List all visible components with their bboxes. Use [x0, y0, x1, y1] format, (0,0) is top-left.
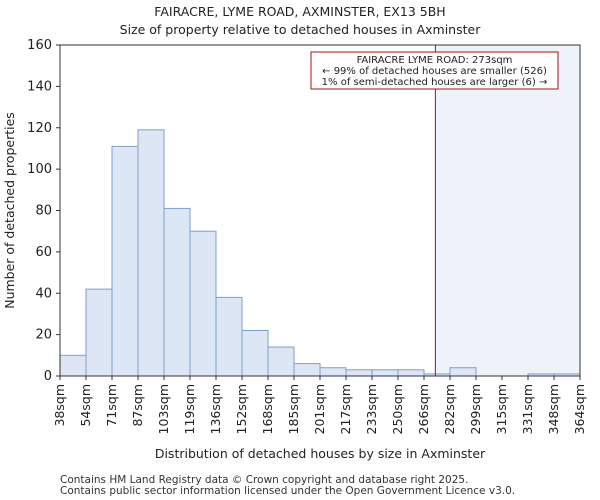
bar-87sqm — [137, 129, 165, 377]
x-tick-label: 168sqm — [260, 384, 275, 434]
x-tick-label: 364sqm — [572, 384, 587, 434]
y-tick-label: 160 — [27, 38, 52, 53]
bar-250sqm — [397, 369, 425, 377]
x-tick-label: 38sqm — [52, 384, 67, 427]
bar-119sqm — [189, 230, 217, 377]
bar-233sqm — [371, 369, 399, 377]
highlight-region — [435, 45, 580, 376]
y-tick-label: 60 — [35, 245, 52, 260]
annotation-line: ← 99% of detached houses are smaller (52… — [322, 66, 547, 77]
x-tick-label: 348sqm — [546, 384, 561, 434]
x-tick-label: 233sqm — [364, 384, 379, 434]
chart-title: FAIRACRE, LYME ROAD, AXMINSTER, EX13 5BH — [154, 4, 446, 19]
x-axis-label: Distribution of detached houses by size … — [155, 446, 486, 461]
x-tick-label: 201sqm — [312, 384, 327, 434]
x-tick-label: 266sqm — [416, 384, 431, 434]
x-tick-label: 152sqm — [234, 384, 249, 434]
annotation-line: FAIRACRE LYME ROAD: 273sqm — [357, 55, 513, 66]
y-tick-label: 100 — [27, 162, 52, 177]
y-tick-label: 40 — [35, 286, 52, 301]
bar-152sqm — [241, 329, 269, 377]
y-tick-label: 20 — [35, 328, 52, 343]
x-tick-label: 136sqm — [208, 384, 223, 434]
x-tick-label: 71sqm — [104, 384, 119, 427]
x-tick-label: 331sqm — [520, 384, 535, 434]
x-tick-label: 217sqm — [338, 384, 353, 434]
x-tick-label: 282sqm — [442, 384, 457, 434]
y-tick-label: 120 — [27, 121, 52, 136]
bar-185sqm — [293, 363, 321, 377]
chart-subtitle: Size of property relative to detached ho… — [119, 22, 481, 37]
footer-licence: Contains public sector information licen… — [60, 485, 516, 497]
y-tick-label: 140 — [27, 79, 52, 94]
bar-103sqm — [163, 207, 191, 377]
bar-282sqm — [449, 367, 477, 377]
x-tick-label: 185sqm — [286, 384, 301, 434]
x-tick-label: 87sqm — [130, 384, 145, 427]
y-tick-label: 0 — [44, 369, 52, 384]
x-tick-label: 103sqm — [156, 384, 171, 434]
bar-168sqm — [267, 346, 295, 377]
bar-38sqm — [59, 354, 87, 377]
bar-201sqm — [319, 367, 347, 377]
x-tick-label: 299sqm — [468, 384, 483, 434]
x-tick-label: 119sqm — [182, 384, 197, 434]
x-tick-label: 315sqm — [494, 384, 509, 434]
bar-54sqm — [85, 288, 113, 377]
x-tick-label: 54sqm — [78, 384, 93, 427]
annotation-line: 1% of semi-detached houses are larger (6… — [322, 77, 548, 88]
annotation-box — [310, 51, 559, 90]
bar-217sqm — [345, 369, 373, 377]
y-axis-label: Number of detached properties — [2, 112, 17, 309]
y-tick-label: 80 — [35, 204, 52, 219]
x-tick-label: 250sqm — [390, 384, 405, 434]
bar-136sqm — [215, 296, 243, 377]
bar-71sqm — [111, 145, 139, 377]
footer-copyright: Contains HM Land Registry data © Crown c… — [60, 474, 469, 486]
